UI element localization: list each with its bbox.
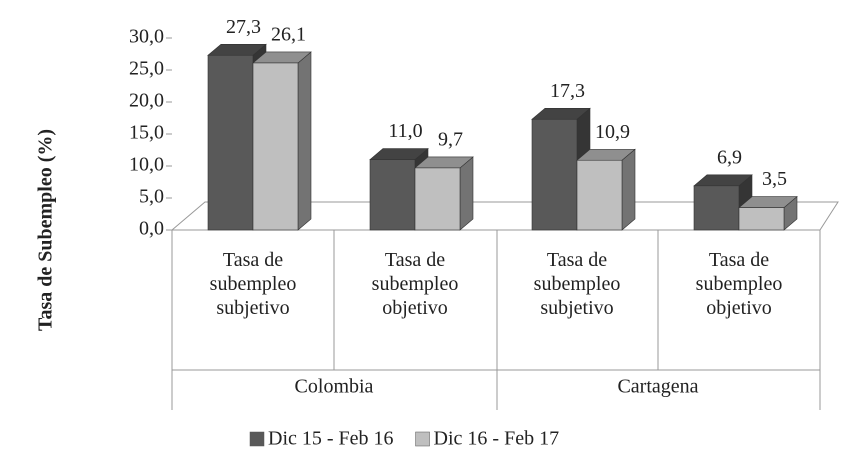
bar-side <box>297 51 312 231</box>
group-label: Colombia <box>295 376 374 398</box>
bar <box>414 167 461 231</box>
y-tick-label: 30,0 <box>129 26 164 48</box>
data-label: 26,1 <box>271 24 306 46</box>
bar <box>252 62 299 231</box>
data-label: 9,7 <box>438 129 463 151</box>
y-axis-label: Tasa de Subempleo (%) <box>35 129 57 331</box>
data-label: 27,3 <box>226 16 261 38</box>
bar <box>738 207 785 231</box>
legend-swatch <box>249 431 265 447</box>
data-label: 6,9 <box>717 146 742 168</box>
data-label: 10,9 <box>595 121 630 143</box>
legend-label: Dic 15 - Feb 16 <box>268 428 394 450</box>
bar <box>693 185 740 231</box>
data-label: 3,5 <box>762 168 787 190</box>
bar <box>207 54 254 231</box>
x-tick-label: Tasa de subempleo objetivo <box>371 249 459 319</box>
y-tick-label: 5,0 <box>139 186 164 208</box>
legend-swatch <box>415 431 430 447</box>
y-tick-label: 0,0 <box>139 218 164 240</box>
bar <box>576 159 623 231</box>
x-tick-label: Tasa de subempleo subjetivo <box>533 249 621 319</box>
bar-side <box>459 156 474 231</box>
legend-label: Dic 16 - Feb 17 <box>434 428 560 450</box>
y-tick-label: 25,0 <box>129 58 164 80</box>
x-tick-label: Tasa de subempleo subjetivo <box>209 249 297 319</box>
y-tick-label: 10,0 <box>129 154 164 176</box>
group-label: Cartagena <box>617 376 698 398</box>
y-tick-label: 15,0 <box>129 122 164 144</box>
y-tick-label: 20,0 <box>129 90 164 112</box>
bar-side <box>621 148 636 231</box>
bar <box>369 159 416 231</box>
data-label: 11,0 <box>388 120 422 142</box>
x-tick-label: Tasa de subempleo objetivo <box>695 249 783 319</box>
data-label: 17,3 <box>550 80 585 102</box>
bar <box>531 118 578 231</box>
